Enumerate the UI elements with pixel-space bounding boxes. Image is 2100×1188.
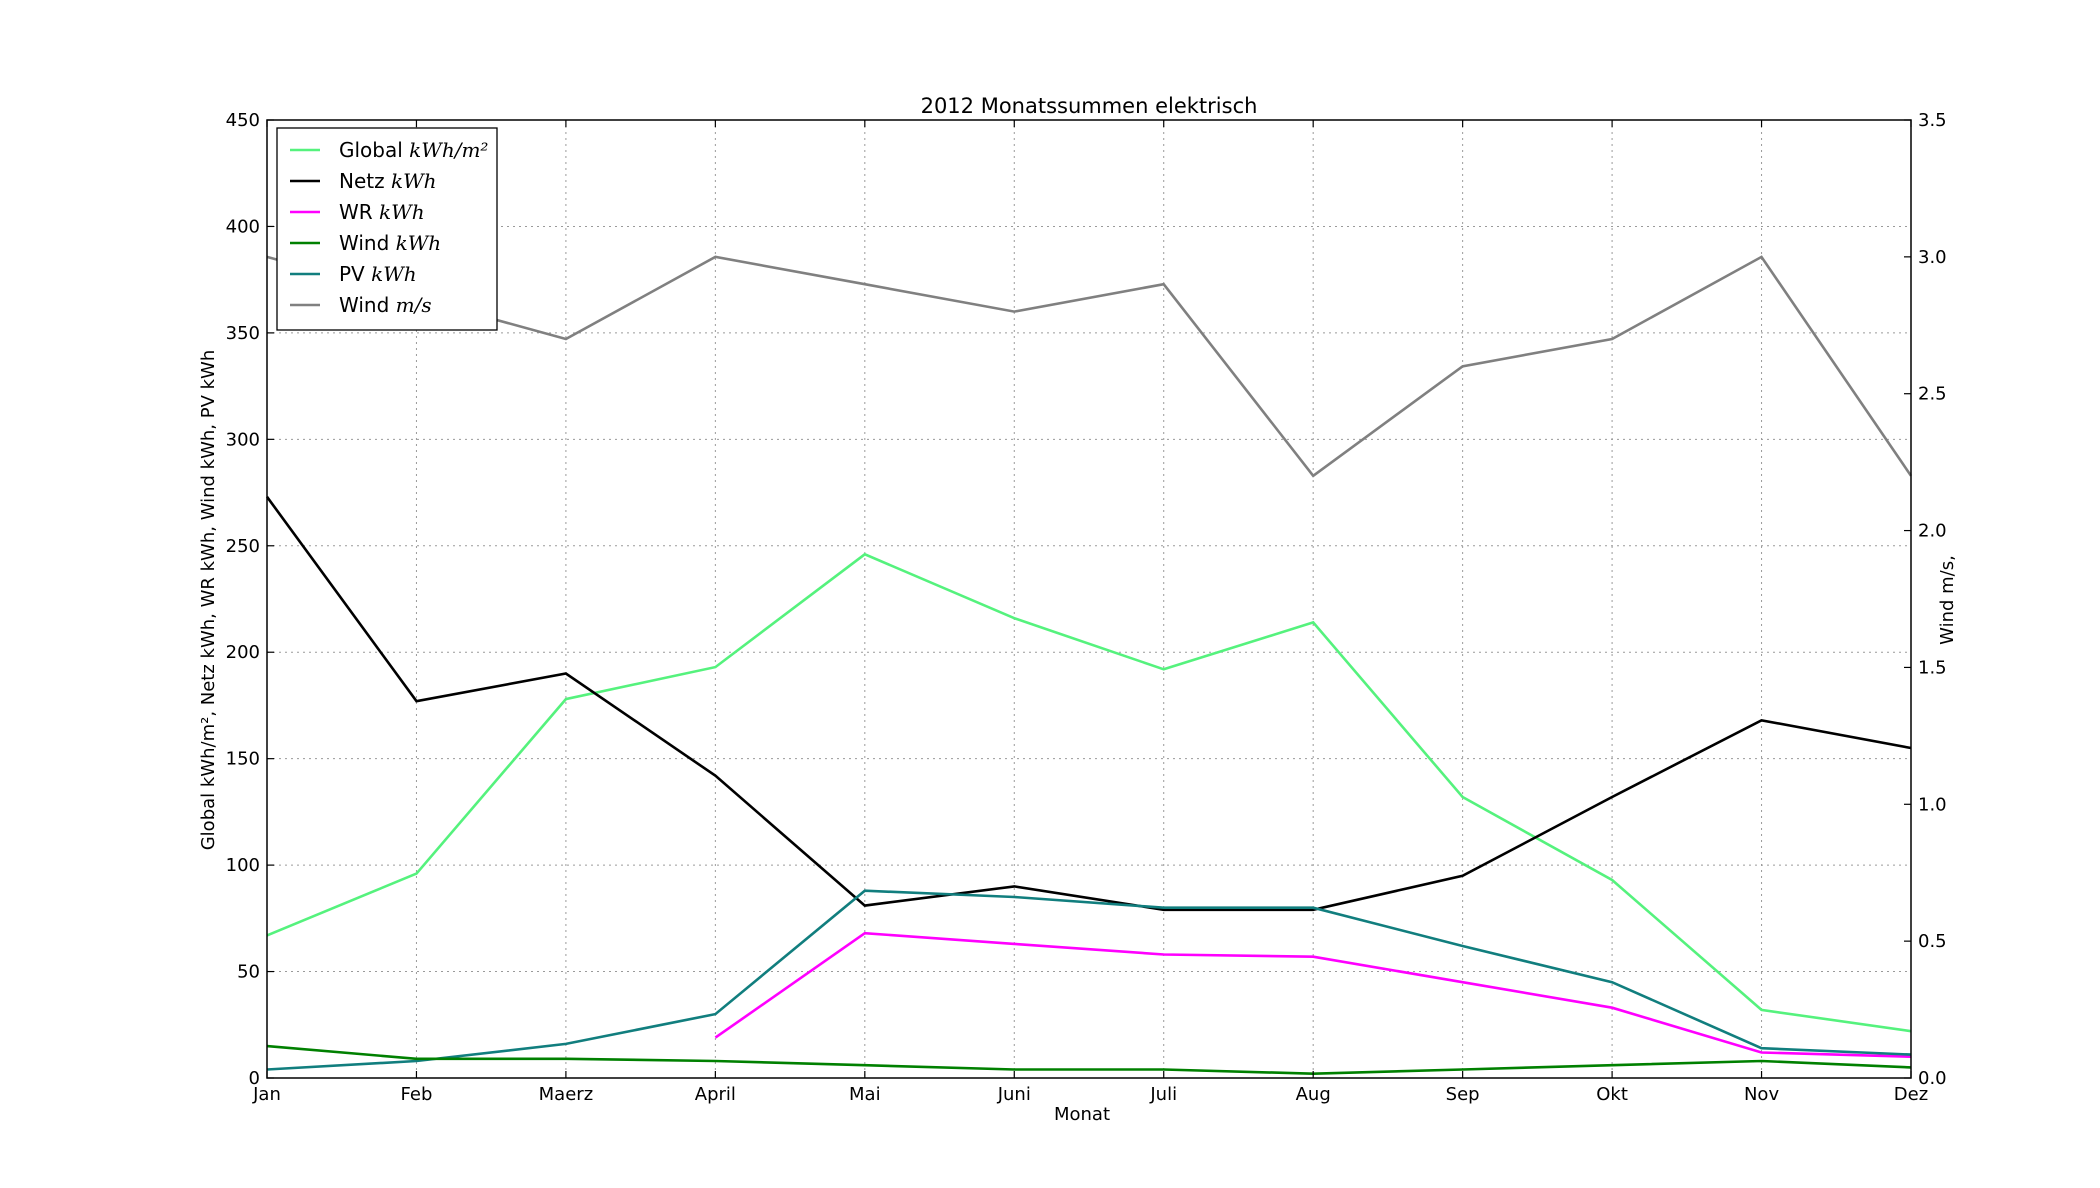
legend-label: PV kWh — [339, 262, 417, 286]
y-left-tick-label: 150 — [226, 749, 260, 770]
y-left-tick-label: 50 — [237, 962, 260, 983]
legend-label: WR kWh — [339, 200, 425, 224]
y-right-tick-label: 3.0 — [1918, 247, 1947, 268]
y-left-tick-label: 200 — [226, 642, 260, 663]
y-left-tick-label: 450 — [226, 110, 260, 131]
series-line-wind-ms — [266, 255, 1913, 478]
x-tick-label: Sep — [1446, 1084, 1480, 1105]
y-right-tick-label: 3.5 — [1918, 110, 1947, 131]
legend-series-name: Global — [339, 138, 409, 162]
x-tick-label: Nov — [1744, 1084, 1779, 1105]
legend-series-name: PV — [339, 262, 371, 286]
legend-series-unit: kWh — [396, 231, 442, 255]
chart-title: 2012 Monatssummen elektrisch — [921, 94, 1258, 118]
x-axis-title: Monat — [1054, 1104, 1110, 1125]
x-tick-label: Juli — [1149, 1084, 1177, 1105]
y-right-tick-label: 0.0 — [1918, 1068, 1947, 1089]
x-tick-label: Juni — [997, 1084, 1031, 1105]
y-right-tick-label: 2.0 — [1918, 521, 1947, 542]
x-tick-label: Okt — [1596, 1084, 1628, 1105]
x-tick-label: Feb — [401, 1084, 433, 1105]
y-right-tick-label: 1.0 — [1918, 794, 1947, 815]
series-lines — [265, 255, 1913, 1076]
y-left-tick-label: 300 — [226, 429, 260, 450]
x-tick-label: April — [695, 1084, 736, 1105]
y-axis-right: 0.0 0.5 1.0 1.5 2.0 2.5 3.0 3.5 — [1904, 110, 1947, 1089]
series-line-global-kwhm — [266, 552, 1912, 1033]
series-line-wr-kwh — [714, 931, 1912, 1058]
y-right-tick-label: 2.5 — [1918, 384, 1947, 405]
series-line-wind-kwh — [266, 1044, 1912, 1076]
x-tick-label: Jan — [252, 1084, 281, 1105]
legend-label: Wind m/s — [339, 293, 432, 317]
y-left-tick-label: 250 — [226, 536, 260, 557]
x-tick-label: Aug — [1296, 1084, 1331, 1105]
grid — [267, 120, 1911, 1078]
y-axis-right-title: Wind m/s, — [1937, 555, 1958, 645]
x-axis: Jan Feb Maerz April Mai Juni Juli Aug Sep Okt Nov D… — [252, 120, 1928, 1105]
series-line-pv-kwh — [266, 889, 1912, 1071]
legend-series-name: Netz — [339, 169, 391, 193]
legend-label: Netz kWh — [339, 169, 437, 193]
y-left-tick-label: 350 — [226, 323, 260, 344]
y-axis-left: 0 50 100 150 200 250 300 350 400 450 — [226, 110, 274, 1089]
legend-series-unit: kWh — [371, 262, 417, 286]
legend-series-unit: kWh — [391, 169, 437, 193]
x-tick-label: Dez — [1894, 1084, 1928, 1105]
plot-frame — [266, 119, 1912, 1079]
y-left-tick-label: 0 — [249, 1068, 260, 1089]
x-tick-label: Maerz — [539, 1084, 593, 1105]
series-line-netz-kwh — [265, 496, 1912, 912]
legend-series-unit: m/s — [396, 293, 432, 317]
y-right-tick-label: 1.5 — [1918, 657, 1947, 678]
legend-label: Global kWh/m² — [339, 138, 488, 162]
legend-label: Wind kWh — [339, 231, 441, 255]
legend-series-name: WR — [339, 200, 379, 224]
legend-series-name: Wind — [339, 231, 396, 255]
y-right-tick-label: 0.5 — [1918, 931, 1947, 952]
legend-series-unit: kWh — [379, 200, 425, 224]
legend-series-name: Wind — [339, 293, 396, 317]
x-tick-label: Mai — [849, 1084, 881, 1105]
legend-box — [276, 127, 498, 331]
y-left-tick-label: 400 — [226, 216, 260, 237]
legend-series-unit: kWh/m² — [409, 138, 488, 162]
y-left-tick-label: 100 — [226, 855, 260, 876]
y-axis-left-title: Global kWh/m², Netz kWh, WR kWh, Wind kW… — [198, 350, 219, 851]
